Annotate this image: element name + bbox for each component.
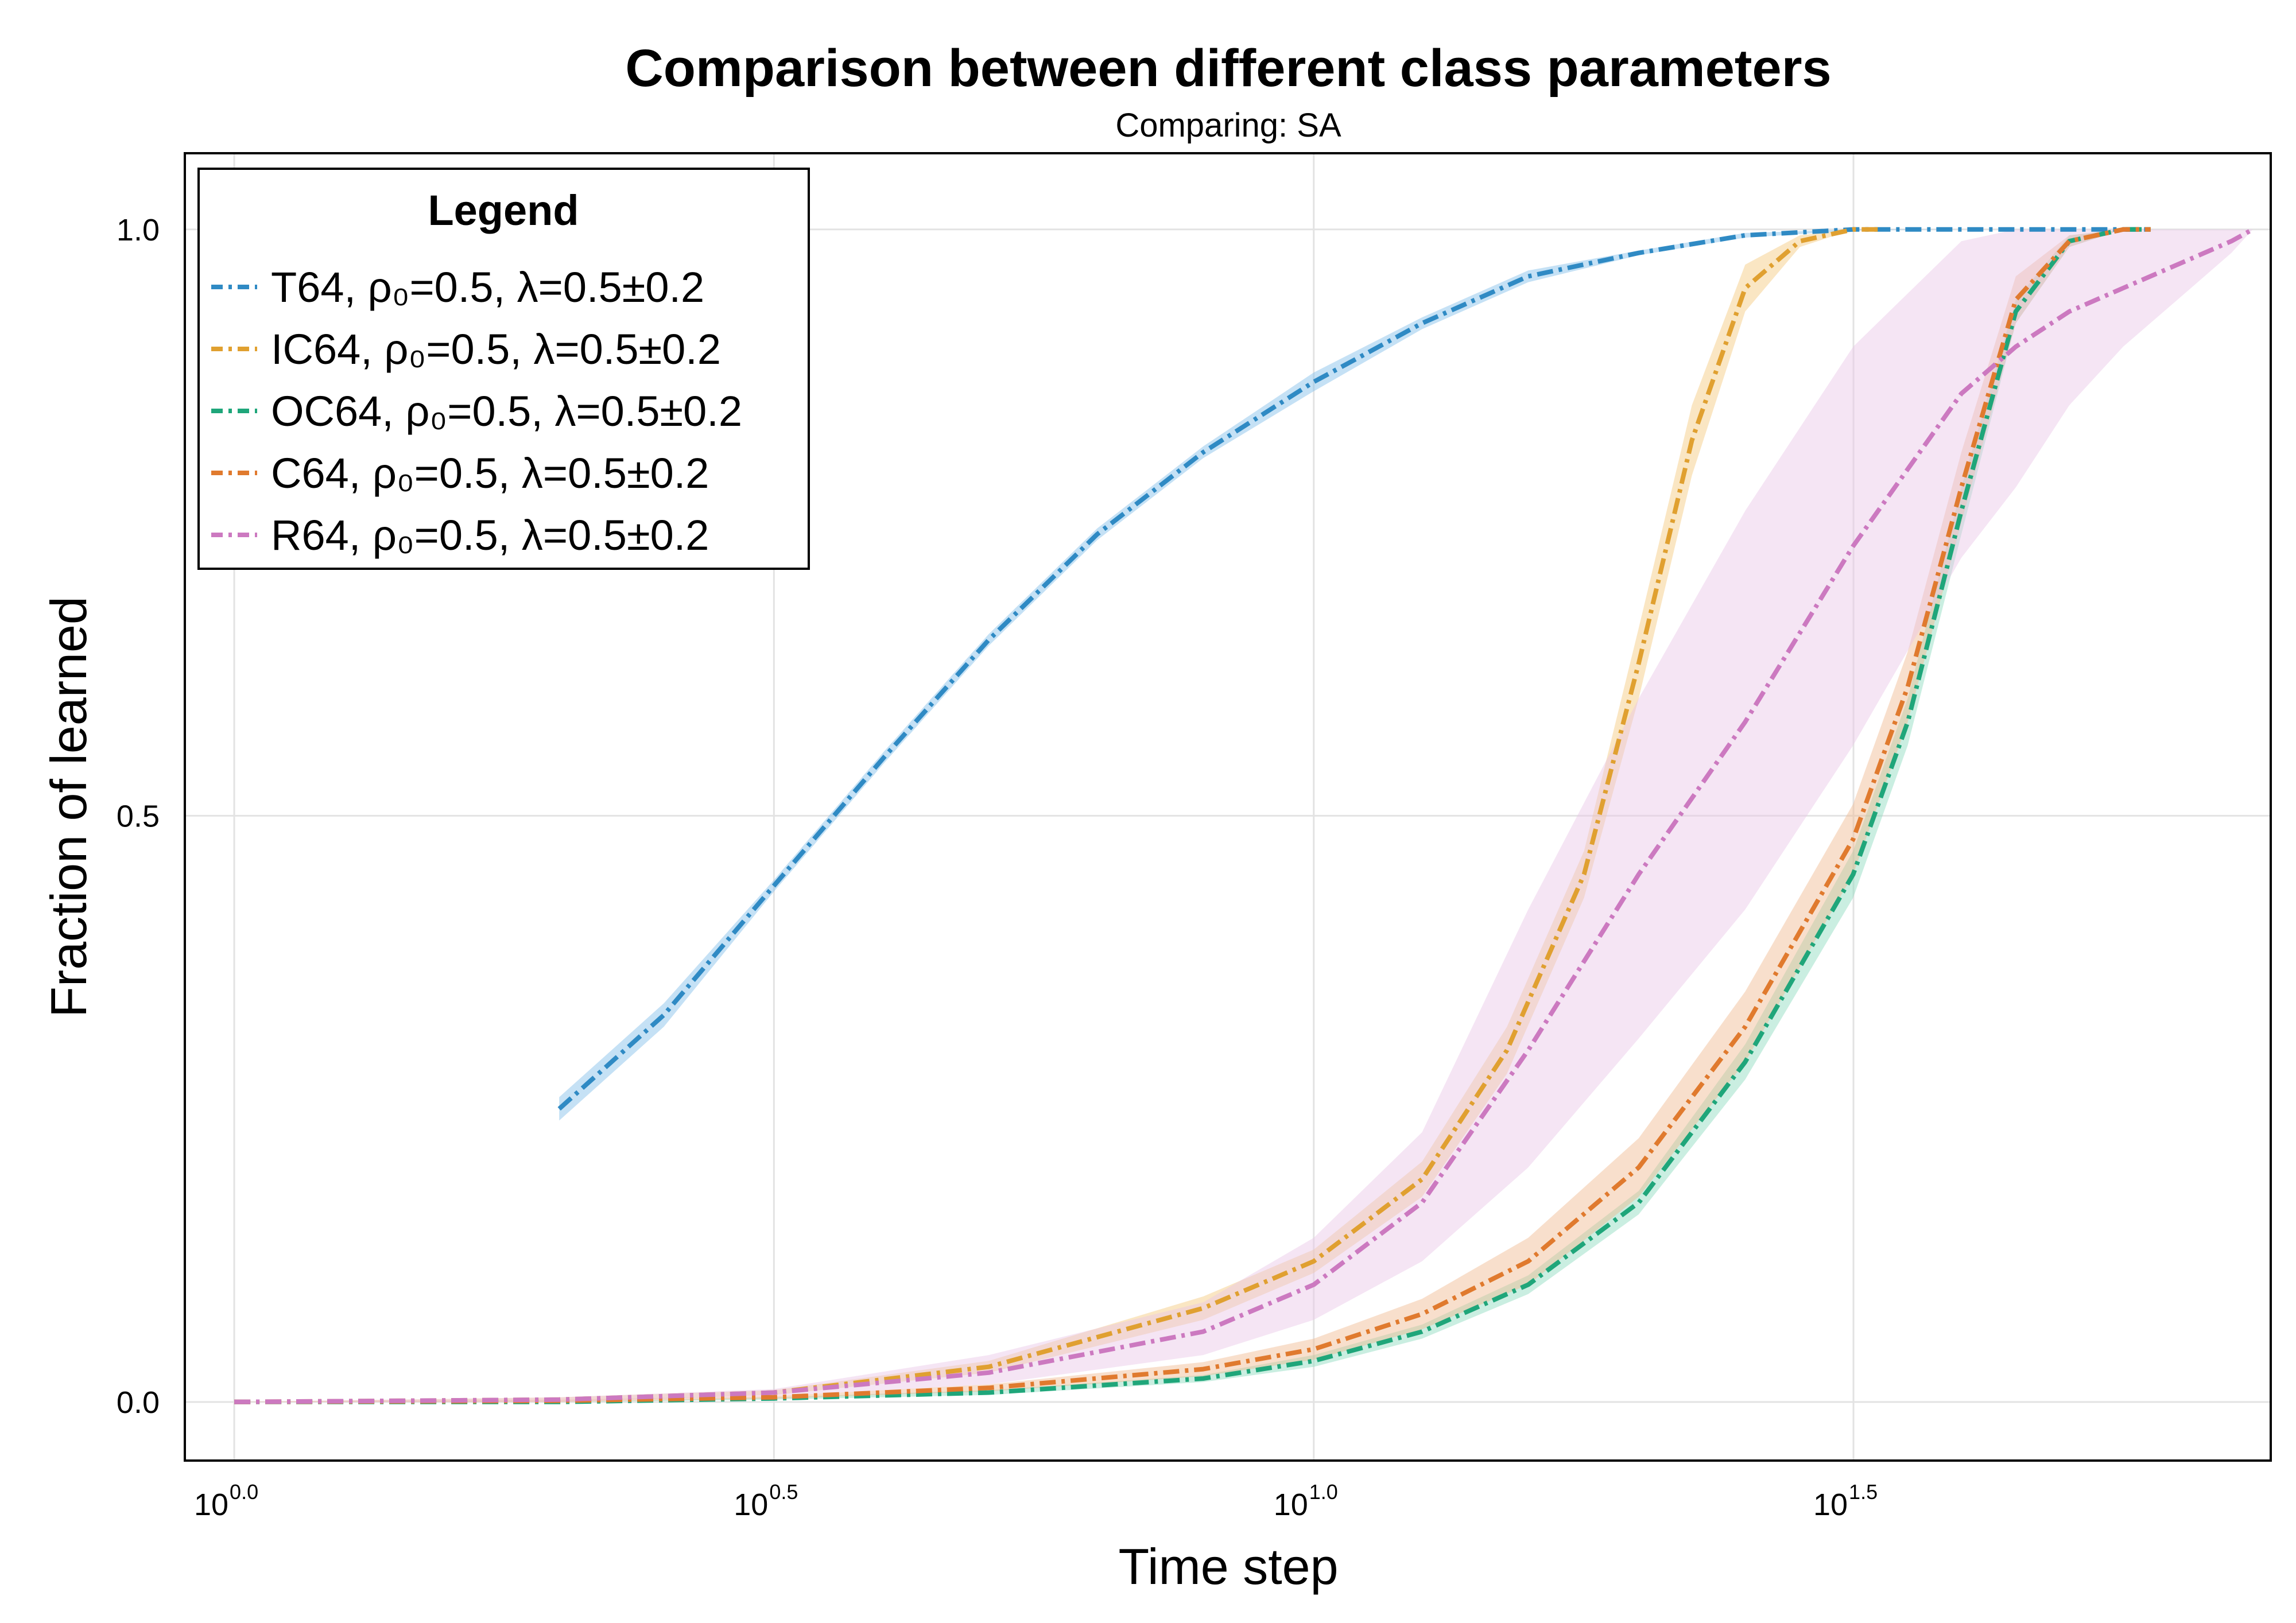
x-axis-label: Time step (1118, 1538, 1338, 1595)
x-tick-exponent: 0.0 (230, 1480, 258, 1504)
plot-frame (184, 152, 2272, 1462)
y-axis-ticks: 0.0 0.5 1.0 (117, 213, 160, 1420)
y-tick-label: 0.0 (117, 1385, 160, 1420)
x-tick-exponent: 1.0 (1309, 1480, 1338, 1504)
chart-subtitle: Comparing: SA (1115, 107, 1341, 144)
legend: Legend T64, ρ₀=0.5, λ=0.5±0.2 IC64, ρ₀=0.… (197, 168, 810, 570)
x-tick-label: 10 (194, 1488, 228, 1522)
x-axis-ticks: 10 0.0 10 0.5 10 1.0 10 1.5 (194, 1480, 1878, 1522)
legend-entry-2: OC64, ρ₀=0.5, λ=0.5±0.2 (271, 387, 742, 435)
series-line-4 (234, 227, 2254, 1404)
legend-title: Legend (428, 187, 579, 234)
x-tick-label: 10 (1813, 1488, 1848, 1522)
series-lines (234, 227, 2254, 1404)
x-tick-exponent: 0.5 (769, 1480, 798, 1504)
y-tick-label: 0.5 (117, 799, 160, 833)
x-tick-label: 10 (734, 1488, 768, 1522)
legend-entry-0: T64, ρ₀=0.5, λ=0.5±0.2 (271, 263, 704, 311)
series-line-0 (557, 227, 2151, 1111)
series-band-1 (234, 229, 1881, 1402)
confidence-bands (234, 229, 2253, 1402)
y-tick-label: 1.0 (117, 213, 160, 247)
legend-box (197, 168, 810, 570)
series-band-4 (234, 229, 2253, 1402)
legend-entry-1: IC64, ρ₀=0.5, λ=0.5±0.2 (271, 325, 721, 373)
chart-title: Comparison between different class param… (625, 39, 1831, 98)
legend-entry-4: R64, ρ₀=0.5, λ=0.5±0.2 (271, 511, 709, 559)
series-line-3 (234, 227, 2151, 1404)
legend-entry-3: C64, ρ₀=0.5, λ=0.5±0.2 (271, 449, 709, 497)
series-band-3 (234, 229, 2151, 1402)
x-tick-exponent: 1.5 (1849, 1480, 1878, 1504)
y-axis-label: Fraction of learned (40, 596, 97, 1018)
x-tick-label: 10 (1274, 1488, 1308, 1522)
series-line-2 (234, 227, 2151, 1404)
